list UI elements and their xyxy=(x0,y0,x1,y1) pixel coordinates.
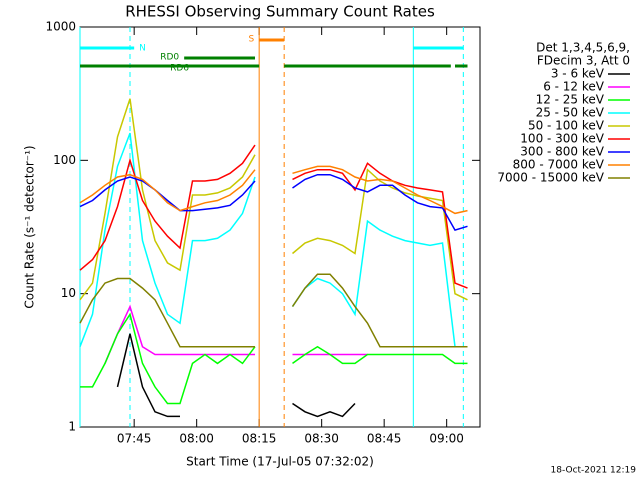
legend-label: 300 - 800 keV xyxy=(520,145,604,159)
y-tick-label: 1000 xyxy=(45,20,76,34)
y-tick-label: 1 xyxy=(68,420,76,434)
legend-header: Det 1,3,4,5,6,9, xyxy=(536,41,630,55)
series-line xyxy=(104,304,368,364)
legend-header: FDecim 3, Att 0 xyxy=(537,54,630,68)
chart-title: RHESSI Observing Summary Count Rates xyxy=(125,3,435,21)
x-tick-label: 08:45 xyxy=(367,432,402,446)
legend-label: 6 - 12 keV xyxy=(543,80,605,94)
legend-label: 100 - 300 keV xyxy=(520,132,604,146)
x-tick-label: 09:00 xyxy=(429,432,464,446)
y-axis-label: Count Rate (s⁻¹ detector⁻¹) xyxy=(23,145,37,308)
series-line xyxy=(79,273,468,348)
flag-label: S xyxy=(248,35,254,45)
legend-label: 12 - 25 keV xyxy=(536,93,605,107)
series-line xyxy=(79,98,468,301)
series-line xyxy=(79,165,468,215)
y-tick-label: 10 xyxy=(61,286,76,300)
flag-label: RD0 xyxy=(160,53,179,63)
series-line xyxy=(79,144,468,289)
legend-label: 3 - 6 keV xyxy=(551,67,605,81)
legend-label: 25 - 50 keV xyxy=(536,106,605,120)
legend-label: 800 - 7000 keV xyxy=(513,158,605,172)
x-tick-label: 08:30 xyxy=(304,432,339,446)
series-line xyxy=(116,333,356,418)
series-line xyxy=(79,132,468,348)
series-line xyxy=(80,312,468,405)
x-tick-label: 08:00 xyxy=(179,432,214,446)
x-tick-label: 07:45 xyxy=(117,432,152,446)
footer: 18-Oct-2021 12:19 xyxy=(551,466,637,476)
y-tick-label: 100 xyxy=(53,153,76,167)
plot-frame xyxy=(79,26,481,428)
flag-label: RD6 xyxy=(170,64,189,74)
legend-label: 7000 - 15000 keV xyxy=(497,171,604,185)
x-axis-label: Start Time (17-Jul-05 07:32:02) xyxy=(186,455,374,469)
flag-label: N xyxy=(139,44,146,54)
x-tick-label: 08:15 xyxy=(242,432,277,446)
series-line xyxy=(79,173,468,231)
legend-label: 50 - 100 keV xyxy=(528,119,605,133)
